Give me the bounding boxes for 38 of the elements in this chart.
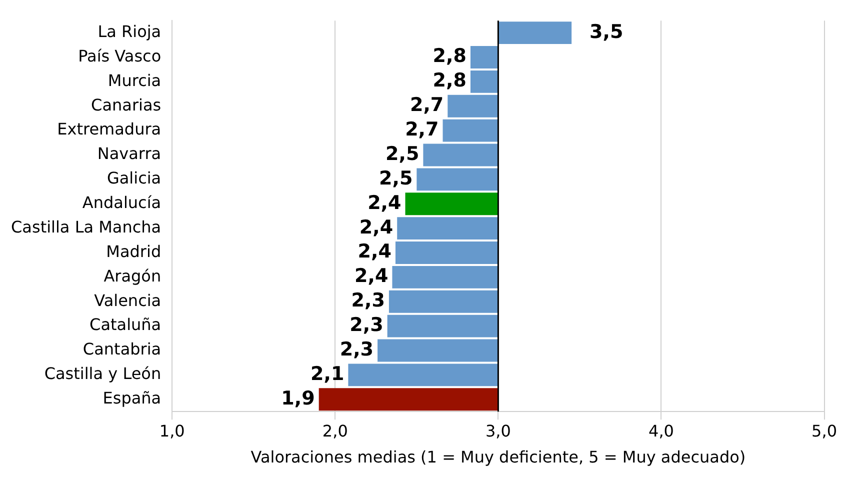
data-label: 2,8 [432, 45, 466, 68]
data-label: 2,5 [379, 167, 413, 190]
data-label: 2,8 [432, 70, 466, 92]
y-tick-label: Aragón [104, 266, 162, 286]
y-tick-label: Andalucía [82, 193, 162, 212]
y-tick-label: Castilla y León [44, 364, 162, 384]
y-tick-label: Navarra [97, 144, 162, 164]
data-label: 2,4 [358, 240, 392, 263]
data-label: 2,4 [359, 216, 394, 238]
y-tick-label: España [102, 388, 162, 408]
x-tick-label: 3,0 [485, 421, 511, 440]
y-tick-label: La Rioja [98, 22, 162, 41]
data-label: 2,7 [410, 94, 444, 116]
y-tick-label: Canarias [91, 95, 162, 114]
x-axis-title: Valoraciones medias (1 = Muy deficiente, 5 = Muy adecuado) [250, 448, 746, 467]
data-label: 3,5 [590, 20, 624, 43]
y-tick-label: País Vasco [78, 46, 162, 66]
data-label: 2,5 [386, 142, 420, 165]
y-tick-label: Murcia [108, 70, 162, 90]
y-tick-label: Madrid [106, 242, 162, 261]
data-label: 2,3 [340, 338, 374, 360]
x-tick-label: 5,0 [812, 421, 838, 440]
y-tick-label: Cantabria [82, 340, 162, 359]
x-tick-label: 1,0 [159, 421, 185, 440]
data-label: 2,4 [354, 265, 388, 288]
data-label: 1,9 [281, 387, 315, 410]
data-label: 2,3 [350, 314, 384, 336]
y-tick-label: Cataluña [90, 315, 162, 334]
data-label: 2,3 [351, 290, 385, 312]
data-label: 2,1 [310, 362, 344, 385]
data-label: 2,4 [368, 192, 402, 214]
y-tick-label: Extremadura [57, 120, 162, 139]
y-tick-label: Castilla La Mancha [11, 217, 162, 236]
data-label: 2,7 [405, 118, 439, 141]
y-tick-label: Valencia [94, 290, 162, 310]
x-tick-label: 4,0 [648, 421, 674, 440]
y-tick-label: Galicia [106, 168, 162, 188]
x-tick-label: 2,0 [322, 421, 348, 440]
